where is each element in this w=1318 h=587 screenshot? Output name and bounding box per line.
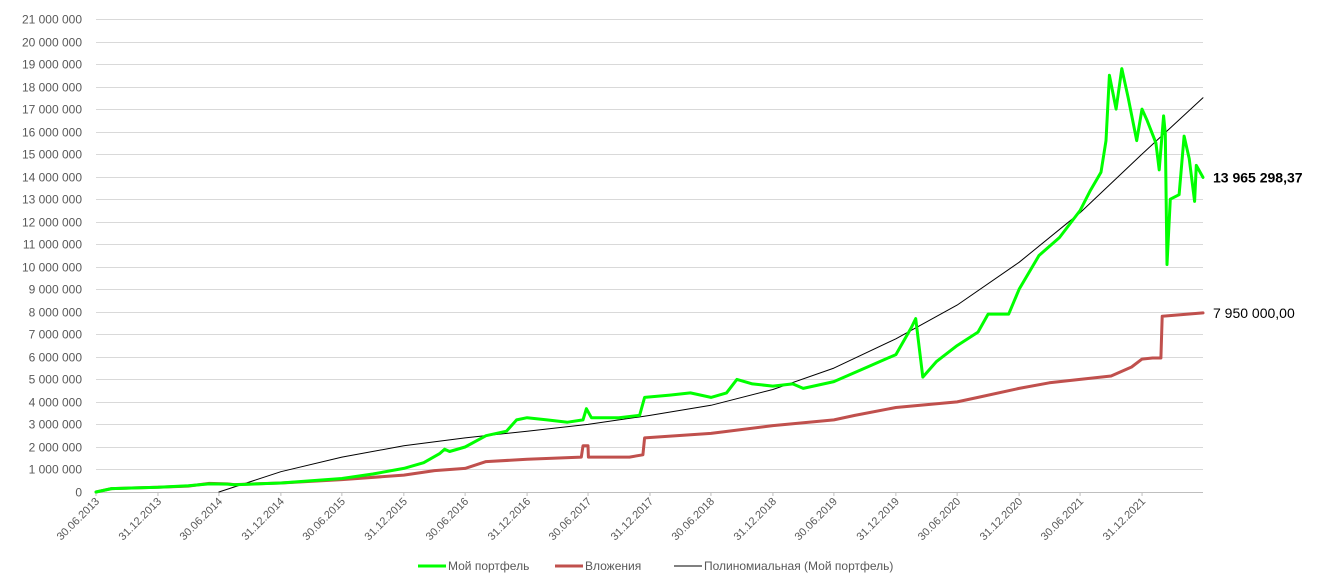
y-tick-label: 12 000 000 [22,216,82,230]
y-tick-label: 9 000 000 [29,283,83,297]
x-tick-label: 31.12.2015 [363,496,410,543]
x-tick-label: 31.12.2018 [732,496,779,543]
y-tick-label: 5 000 000 [29,373,83,387]
x-tick-label: 30.06.2020 [916,496,963,543]
y-tick-label: 6 000 000 [29,351,83,365]
y-tick-label: 3 000 000 [29,418,83,432]
x-tick-label: 31.12.2019 [855,496,902,543]
x-tick-label: 31.12.2021 [1101,496,1148,543]
y-tick-label: 11 000 000 [23,238,82,252]
x-tick-label: 31.12.2016 [486,496,533,543]
y-tick-label: 21 000 000 [22,13,82,27]
portfolio-end-value-label: 13 965 298,37 [1213,169,1303,185]
end-value-labels: 13 965 298,37 7 950 000,00 [1213,169,1303,320]
y-tick-label: 2 000 000 [29,441,83,455]
y-tick-label: 17 000 000 [22,103,82,117]
y-tick-label: 8 000 000 [29,306,83,320]
y-tick-label: 18 000 000 [22,81,82,95]
y-tick-label: 0 [75,486,82,500]
x-tick-label: 30.06.2016 [424,496,471,543]
y-tick-label: 4 000 000 [29,396,83,410]
y-tick-label: 13 000 000 [22,193,82,207]
y-tick-label: 14 000 000 [22,171,82,185]
investments-end-value-label: 7 950 000,00 [1213,305,1295,321]
y-tick-label: 20 000 000 [22,36,82,50]
x-tick-label: 31.12.2017 [609,496,656,543]
trendline-polynomial [218,97,1204,493]
x-tick-label: 30.06.2021 [1039,496,1086,543]
legend-label: Мой портфель [448,559,529,573]
y-tick-label: 19 000 000 [22,58,82,72]
x-tick-label: 30.06.2013 [55,496,102,543]
y-tick-label: 1 000 000 [29,463,83,477]
y-tick-label: 16 000 000 [22,126,82,140]
y-tick-label: 10 000 000 [22,261,82,275]
y-tick-label: 7 000 000 [29,328,83,342]
x-axis: 30.06.2013 31.12.2013 30.06.2014 31.12.2014… [55,492,1148,543]
series-lines [94,67,1205,494]
x-tick-label: 30.06.2019 [793,496,840,543]
legend: Мой портфель Вложения Полиномиальная (Мой … [418,559,893,573]
x-tick-label: 30.06.2017 [547,496,594,543]
x-tick-label: 30.06.2018 [670,496,717,543]
y-tick-label: 15 000 000 [22,148,82,162]
legend-label: Вложения [585,559,641,573]
x-tick-label: 31.12.2020 [978,496,1025,543]
legend-label: Полиномиальная (Мой портфель) [704,559,893,573]
x-tick-label: 31.12.2013 [117,496,164,543]
gridlines [96,19,1203,470]
x-tick-label: 31.12.2014 [240,496,287,543]
y-axis: 0 1 000 000 2 000 000 3 000 000 4 000 000 5 0… [22,13,82,500]
series-line-portfolio [94,67,1205,494]
x-tick-label: 30.06.2014 [178,496,225,543]
x-tick-label: 30.06.2015 [301,496,348,543]
